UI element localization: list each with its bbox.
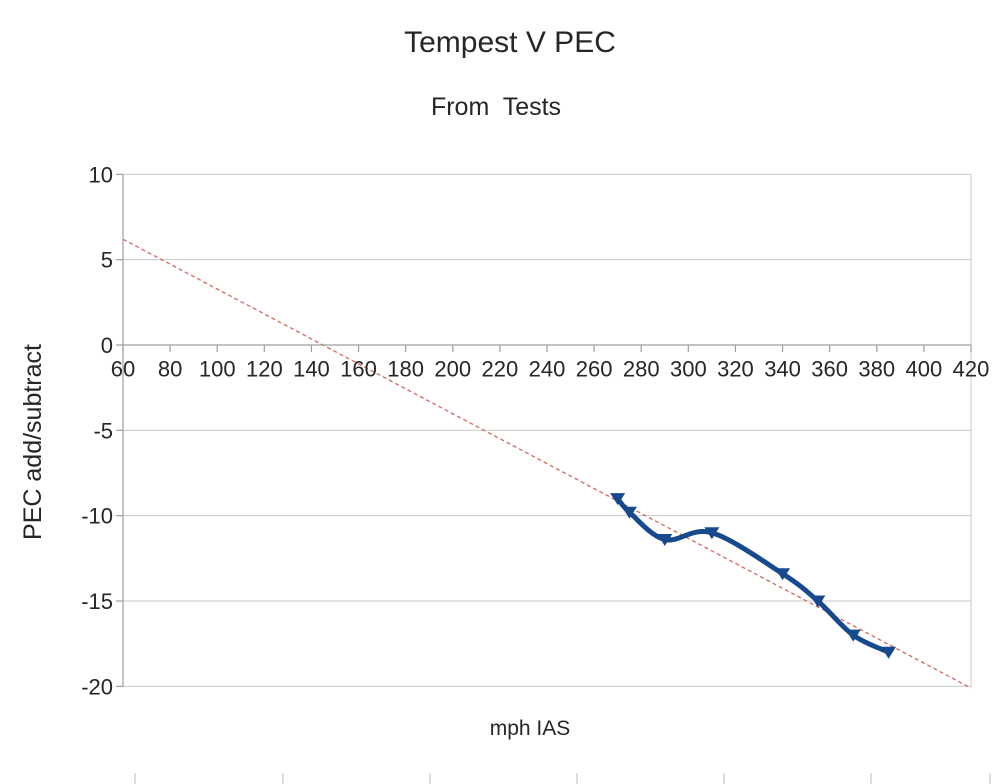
x-tick-label: 300 — [670, 357, 707, 382]
y-axis-title: PEC add/subtract — [19, 344, 47, 540]
x-tick-label: 80 — [158, 357, 182, 382]
y-tick-label: -20 — [81, 674, 113, 699]
y-tick-label: -10 — [81, 504, 113, 529]
triangle-down-marker — [775, 568, 791, 581]
x-tick-label: 260 — [576, 357, 613, 382]
x-tick-label: 400 — [906, 357, 943, 382]
x-tick-label: 200 — [434, 357, 471, 382]
trendline-dashed — [122, 238, 972, 689]
axes — [116, 173, 972, 687]
x-axis-title: mph IAS — [490, 717, 571, 740]
x-tick-label: 60 — [111, 357, 135, 382]
y-tick-label: 0 — [101, 333, 113, 358]
trendline — [122, 238, 972, 689]
triangle-down-marker — [704, 527, 720, 540]
x-tick-label: 180 — [387, 357, 424, 382]
gridlines — [123, 173, 972, 687]
x-tick-label: 420 — [953, 357, 990, 382]
triangle-down-marker — [610, 493, 626, 506]
x-tick-label: 380 — [858, 357, 895, 382]
y-tick-label: -15 — [81, 589, 113, 614]
chart-subtitle: From Tests — [431, 93, 561, 121]
y-tick-label: 5 — [101, 248, 113, 273]
y-tick-label: -5 — [93, 418, 113, 443]
chart-title: Tempest V PEC — [404, 26, 616, 59]
x-tick-label: 160 — [340, 357, 377, 382]
y-tick-label: 10 — [89, 162, 113, 187]
series-line — [615, 496, 892, 655]
x-tick-label: 280 — [623, 357, 660, 382]
x-tick-label: 120 — [246, 357, 283, 382]
x-tick-label: 240 — [529, 357, 566, 382]
tick-labels: 10 5 0 -5 -10 -15 -20 60 80 100 120 140 160 180 200 220… — [81, 162, 989, 699]
triangle-down-marker — [881, 646, 897, 659]
bottom-partial-ticks — [134, 773, 991, 784]
triangle-down-marker — [657, 534, 673, 547]
x-tick-label: 340 — [764, 357, 801, 382]
x-tick-label: 320 — [717, 357, 754, 382]
series-smoothed-line — [615, 496, 892, 655]
x-tick-label: 100 — [199, 357, 236, 382]
triangle-down-marker — [621, 506, 637, 519]
x-tick-label: 360 — [811, 357, 848, 382]
x-tick-label: 220 — [482, 357, 519, 382]
data-point-markers — [610, 493, 897, 659]
triangle-down-marker — [810, 595, 826, 608]
x-tick-label: 140 — [293, 357, 330, 382]
triangle-down-marker — [845, 629, 861, 642]
